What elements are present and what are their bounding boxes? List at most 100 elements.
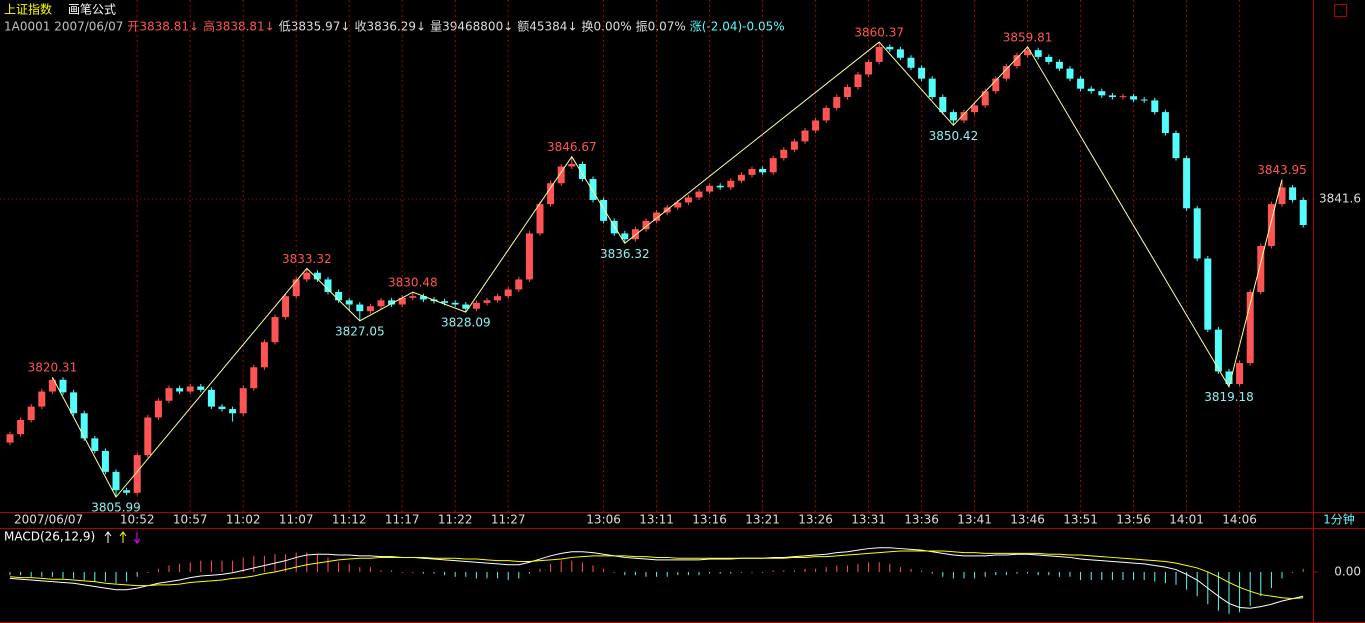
candle-body (780, 149, 788, 159)
candle-body (112, 471, 120, 491)
x-tick-label: 13:26 (798, 513, 833, 527)
x-tick-label: 13:41 (957, 513, 992, 527)
candle-body (1087, 88, 1095, 92)
candle-body (1024, 50, 1032, 56)
candle-body (1172, 133, 1180, 159)
candle-body (769, 158, 777, 173)
candle-body (1161, 112, 1169, 134)
candle-body (1289, 187, 1297, 200)
pivot-label: 3859.81 (1003, 30, 1053, 44)
candle-body (1151, 100, 1159, 113)
x-tick-label: 11:22 (438, 513, 473, 527)
candle-body (706, 185, 714, 192)
candle-body (239, 388, 247, 414)
candle-body (1214, 329, 1222, 372)
candle-body (229, 409, 237, 414)
candle-body (144, 417, 152, 456)
candle-body (674, 202, 682, 208)
candle-body (992, 78, 1000, 92)
candle-body (515, 279, 523, 290)
candle-body (494, 296, 502, 301)
candle-body (1034, 50, 1042, 57)
panel-icon[interactable] (1334, 4, 1347, 17)
candle-body (133, 455, 141, 493)
candle-body (38, 391, 46, 407)
x-tick-label: 11:12 (332, 513, 367, 527)
candle-body (504, 289, 512, 297)
x-tick-label: 13:36 (904, 513, 939, 527)
candle-body (335, 291, 343, 301)
candle-body (716, 185, 724, 188)
candle-body (812, 120, 820, 131)
candle-body (1045, 56, 1053, 62)
candle-body (642, 220, 650, 230)
candle-body (939, 97, 947, 113)
candle-body (1193, 208, 1201, 259)
candle-body (865, 61, 873, 75)
candle-body (822, 107, 830, 121)
x-tick-label: 11:27 (491, 513, 526, 527)
candle-body (981, 91, 989, 106)
x-tick-label: 13:06 (586, 513, 621, 527)
candle-body (303, 272, 311, 280)
y-tick-label: 0.00 (1334, 564, 1361, 578)
x-tick-label: 10:57 (173, 513, 208, 527)
candle-body (48, 379, 56, 392)
candle-body (886, 46, 894, 50)
pivot-label: 3843.95 (1257, 163, 1307, 177)
candle-body (186, 386, 194, 392)
candle-body (695, 191, 703, 198)
candle-body (631, 229, 639, 240)
info-text: 收3836.29↓ (354, 20, 426, 34)
x-tick-label: 11:17 (385, 513, 420, 527)
candle-body (547, 183, 555, 205)
candle-body (1013, 55, 1021, 67)
candle-body (896, 49, 904, 58)
period-label: 1分钟 (1323, 512, 1355, 527)
x-tick-label: 13:56 (1116, 513, 1151, 527)
candle-body (441, 301, 449, 303)
candle-body (388, 300, 396, 305)
info-text: 振0.07% (636, 20, 686, 34)
macd-line (9, 547, 1304, 609)
candle-body (621, 233, 629, 240)
candle-body (197, 386, 205, 390)
candle-body (833, 97, 841, 108)
candle-body (377, 300, 385, 307)
candle-body (409, 296, 417, 298)
macd-arrow (133, 532, 141, 544)
candle-body (928, 78, 936, 98)
x-tick-label: 11:02 (226, 513, 261, 527)
macd-title: MACD(26,12,9) (4, 530, 95, 544)
candle-body (324, 279, 332, 292)
pivot-label: 3827.05 (335, 324, 385, 338)
candle-body (610, 220, 618, 234)
info-text: 低3835.97↓ (279, 20, 351, 34)
pivot-label: 3805.99 (91, 501, 141, 515)
info-text: 1A0001 2007/06/07 (4, 20, 123, 34)
candle-body (1257, 245, 1265, 292)
candle-body (366, 306, 374, 312)
candle-body (949, 112, 957, 121)
candle-body (557, 166, 565, 184)
candle-body (356, 304, 364, 312)
info-text: 额45384↓ (517, 20, 577, 34)
info-text: 涨(-2.04)-0.05% (690, 19, 785, 34)
candle-body (1140, 99, 1148, 101)
candle-body (1066, 68, 1074, 79)
candle-body (578, 163, 586, 180)
candle-body (27, 406, 35, 420)
candle-body (1225, 371, 1233, 384)
candle-body (737, 174, 745, 181)
candle-body (1267, 204, 1275, 246)
candle-body (218, 406, 226, 410)
candle-body (684, 197, 692, 203)
x-tick-label: 13:31 (851, 513, 886, 527)
candle-body (483, 300, 491, 303)
candle-body (1130, 96, 1138, 100)
candle-body (1183, 158, 1191, 209)
candle-body (6, 434, 14, 443)
candle-body (176, 388, 184, 392)
pivot-label: 3819.18 (1204, 390, 1254, 404)
candle-body (1077, 78, 1085, 89)
